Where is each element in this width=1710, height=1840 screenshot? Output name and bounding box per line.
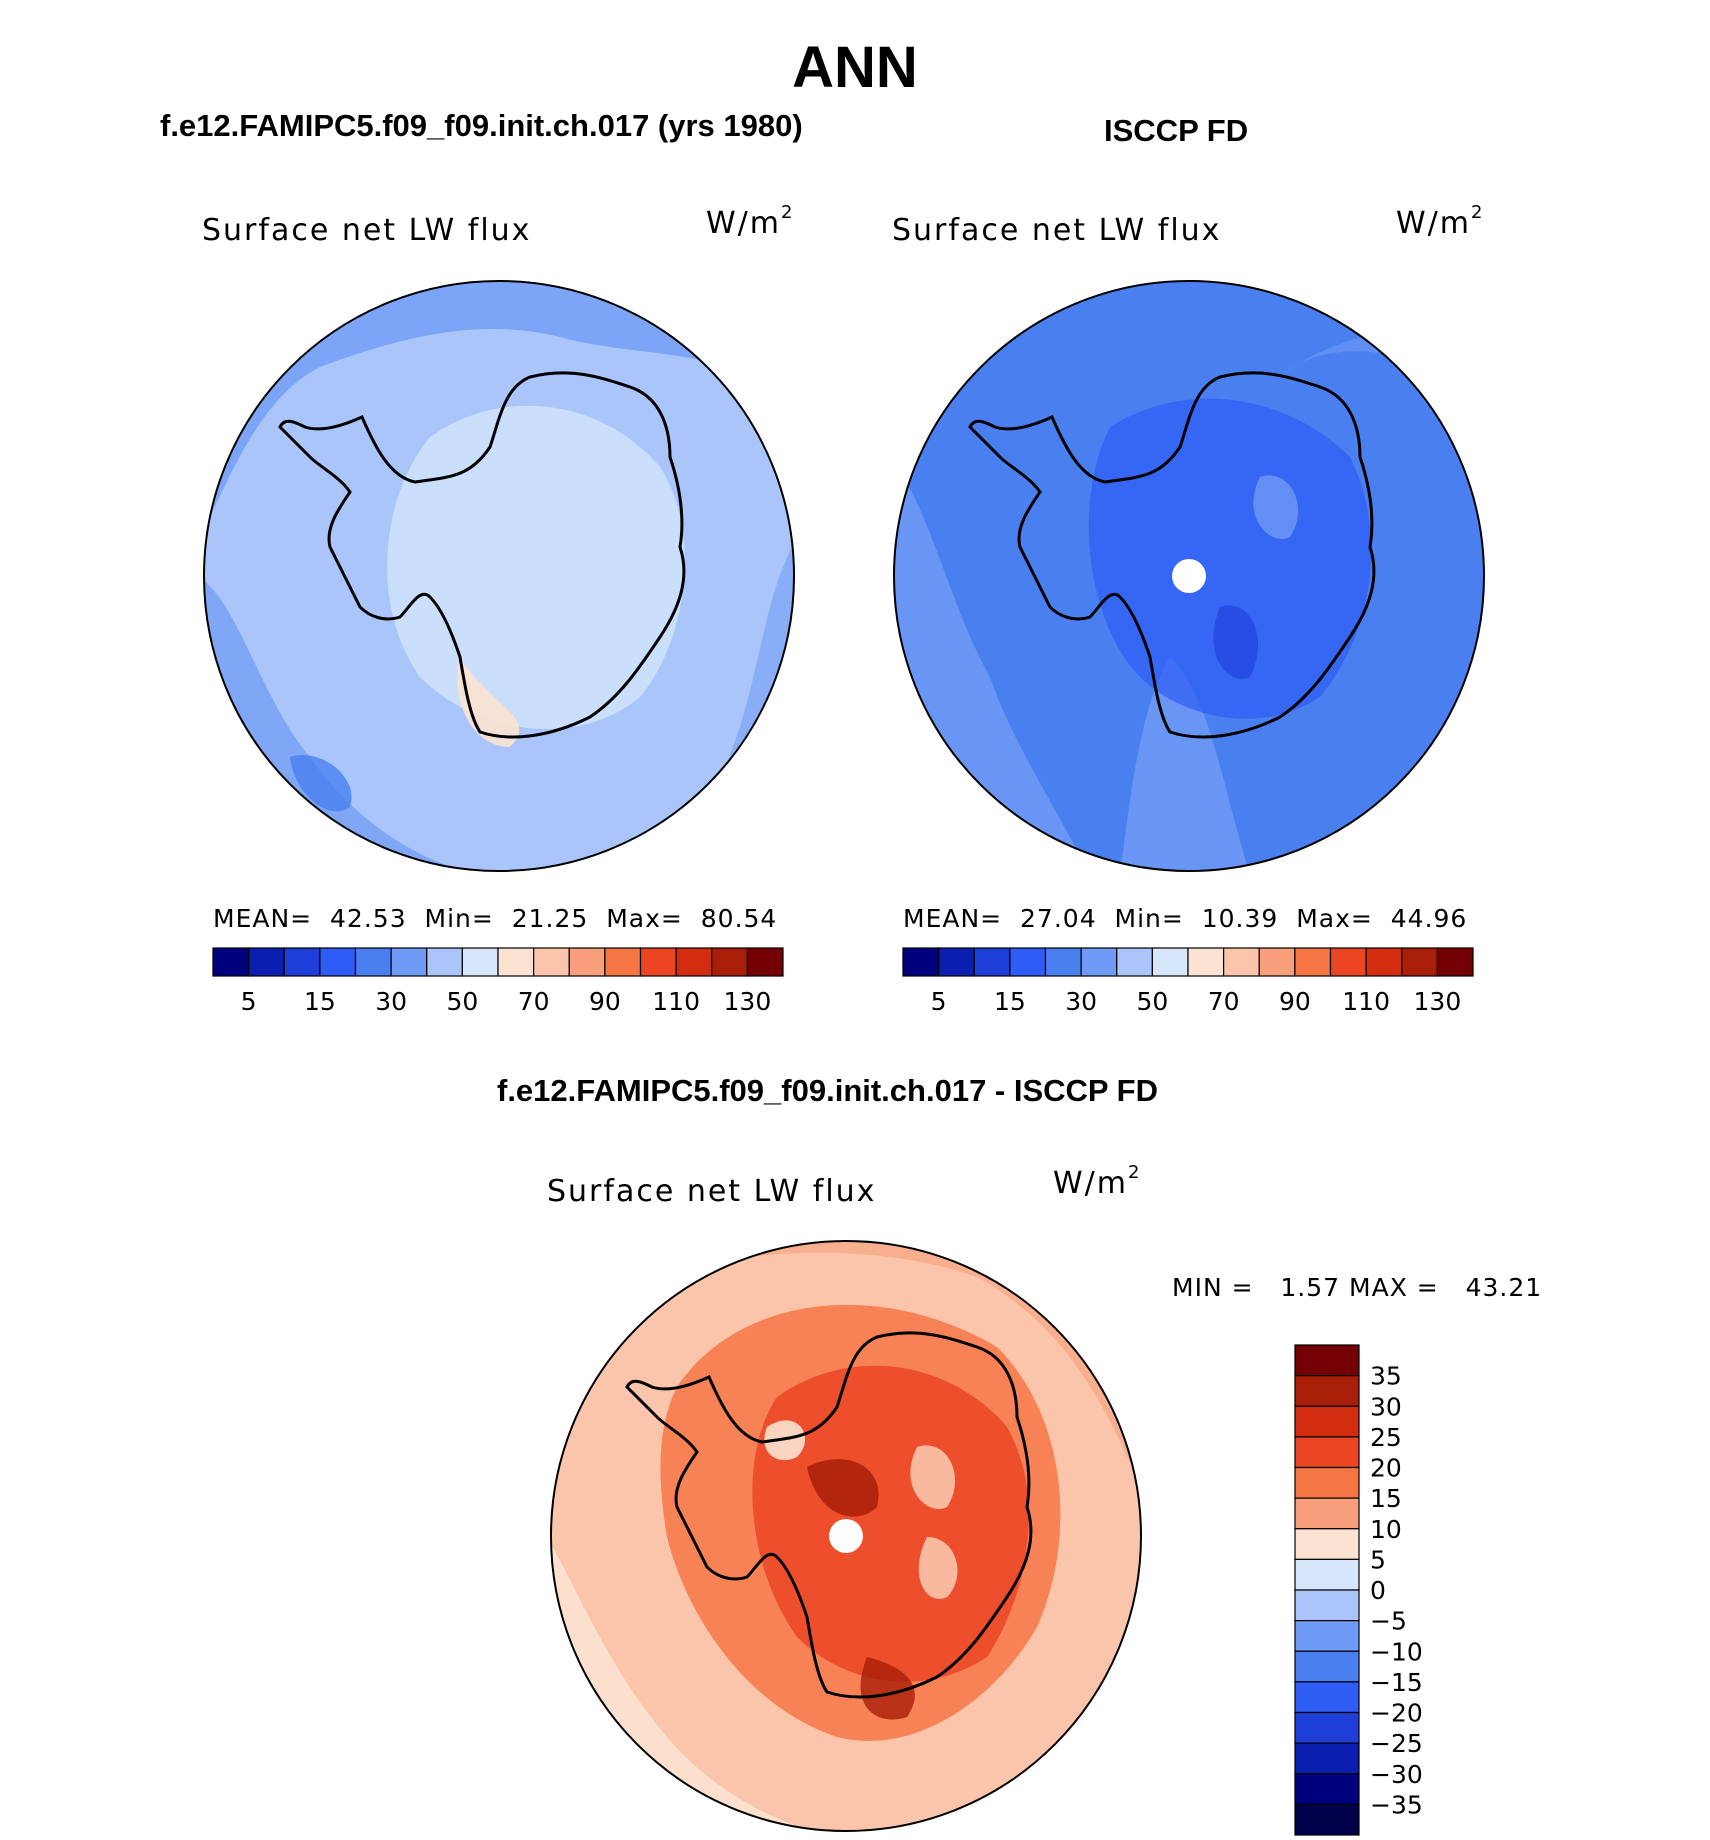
panel2-colorbar-tick-label: 5 bbox=[931, 987, 947, 1016]
panel3-colorbar-swatch bbox=[1294, 1436, 1360, 1469]
panel2-colorbar-tick-label: 30 bbox=[1065, 987, 1097, 1016]
panel2-colorbar-swatch bbox=[938, 947, 975, 977]
panel2-field-label: Surface net LW flux bbox=[892, 213, 1222, 248]
panel2-colorbar-swatch bbox=[1116, 947, 1153, 977]
panel1-colorbar-swatch bbox=[390, 947, 428, 977]
panel1-colorbar-tick-label: 15 bbox=[304, 987, 336, 1016]
panel3-colorbar-swatch bbox=[1294, 1466, 1360, 1499]
panel3-colorbar-tick-label: −35 bbox=[1370, 1790, 1423, 1819]
panel3-case-title: f.e12.FAMIPC5.f09_f09.init.ch.017 - ISCC… bbox=[497, 1073, 1158, 1108]
panel2-colorbar-swatch bbox=[1365, 947, 1403, 977]
panel1-colorbar-swatch bbox=[711, 947, 748, 977]
panel3-colorbar-swatch bbox=[1294, 1681, 1360, 1714]
panel1-colorbar-swatch bbox=[212, 947, 250, 977]
panel3-colorbar-swatch bbox=[1294, 1497, 1360, 1530]
panel3-colorbar-tick-label: −30 bbox=[1370, 1760, 1423, 1789]
panel3-colorbar-tick-label: 20 bbox=[1370, 1454, 1402, 1483]
panel3-colorbar-tick-label: 15 bbox=[1370, 1484, 1402, 1513]
panel3-colorbar-tick-label: −25 bbox=[1370, 1729, 1423, 1758]
panel1-colorbar-swatch bbox=[604, 947, 642, 977]
panel3-colorbar-tick-label: −20 bbox=[1370, 1699, 1423, 1728]
panel2-colorbar-tick-label: 15 bbox=[994, 987, 1026, 1016]
panel3-colorbar-swatch bbox=[1294, 1773, 1360, 1805]
panel3-colorbar-swatch bbox=[1294, 1528, 1360, 1560]
panel2-colorbar-swatch bbox=[1187, 947, 1225, 977]
panel2-colorbar-swatch bbox=[902, 947, 940, 977]
figure-title: ANN bbox=[792, 35, 918, 100]
panel3-polar-map bbox=[550, 1240, 1142, 1832]
panel1-field-label: Surface net LW flux bbox=[202, 213, 532, 248]
panel2-colorbar-swatch bbox=[1223, 947, 1260, 977]
panel3-stats: MIN = 1.57 MAX = 43.21 bbox=[1172, 1273, 1543, 1302]
panel3-colorbar-tick-label: −10 bbox=[1370, 1637, 1423, 1666]
panel2-colorbar-tick-label: 70 bbox=[1208, 987, 1240, 1016]
panel1-colorbar-tick-label: 5 bbox=[241, 987, 257, 1016]
panel2-colorbar-swatch bbox=[1401, 947, 1438, 977]
panel2-case-title: ISCCP FD bbox=[1104, 113, 1249, 148]
panel1-polar-map bbox=[203, 280, 795, 872]
panel1-case-title: f.e12.FAMIPC5.f09_f09.init.ch.017 (yrs 1… bbox=[160, 108, 803, 143]
panel3-colorbar-swatch bbox=[1294, 1711, 1360, 1744]
panel3-colorbar-swatch bbox=[1294, 1344, 1360, 1377]
panel2-colorbar-tick-label: 50 bbox=[1136, 987, 1168, 1016]
panel1-colorbar-swatch bbox=[639, 947, 677, 977]
panel1-colorbar-swatch bbox=[461, 947, 499, 977]
panel1-colorbar-swatch bbox=[533, 947, 570, 977]
panel3-colorbar-tick-label: −5 bbox=[1370, 1607, 1407, 1636]
panel3-colorbar-swatch bbox=[1294, 1803, 1360, 1836]
panel1-colorbar-swatch bbox=[568, 947, 606, 977]
panel2-colorbar-swatch bbox=[973, 947, 1011, 977]
panel2-units: W/m2 bbox=[1396, 202, 1485, 241]
panel3-units: W/m2 bbox=[1053, 1162, 1142, 1201]
panel2-stats: MEAN= 27.04 Min= 10.39 Max= 44.96 bbox=[903, 904, 1468, 933]
panel1-colorbar-tick-label: 50 bbox=[446, 987, 478, 1016]
panel3-colorbar-swatch bbox=[1294, 1375, 1360, 1407]
panel3-colorbar-tick-label: 0 bbox=[1370, 1576, 1386, 1605]
panel1-colorbar-swatch bbox=[426, 947, 463, 977]
panel2-colorbar-swatch bbox=[1329, 947, 1367, 977]
panel3-colorbar-swatch bbox=[1294, 1589, 1360, 1622]
panel2-colorbar-swatch bbox=[1044, 947, 1082, 977]
panel1-colorbar-tick-label: 130 bbox=[724, 987, 772, 1016]
panel3-colorbar-tick-label: 5 bbox=[1370, 1545, 1386, 1574]
panel1-colorbar-swatch bbox=[746, 947, 784, 977]
panel3-colorbar-tick-label: 10 bbox=[1370, 1515, 1402, 1544]
panel3-colorbar-tick-label: 35 bbox=[1370, 1362, 1402, 1391]
panel1-colorbar-tick-label: 90 bbox=[589, 987, 621, 1016]
panel1-colorbar-tick-label: 70 bbox=[518, 987, 550, 1016]
panel1-colorbar-tick-label: 30 bbox=[375, 987, 407, 1016]
panel3-colorbar-swatch bbox=[1294, 1405, 1360, 1438]
panel2-colorbar-swatch bbox=[1009, 947, 1047, 977]
panel2-colorbar-swatch bbox=[1436, 947, 1474, 977]
panel2-colorbar-tick-label: 130 bbox=[1414, 987, 1462, 1016]
panel2-colorbar-swatch bbox=[1080, 947, 1118, 977]
panel3-colorbar-tick-label: 25 bbox=[1370, 1423, 1402, 1452]
panel3-colorbar-swatch bbox=[1294, 1742, 1360, 1775]
panel1-colorbar-swatch bbox=[319, 947, 357, 977]
panel3-colorbar-tick-label: −15 bbox=[1370, 1668, 1423, 1697]
panel2-colorbar-tick-label: 110 bbox=[1342, 987, 1390, 1016]
panel2-colorbar-swatch bbox=[1294, 947, 1332, 977]
panel2-polar-map bbox=[893, 280, 1485, 872]
panel1-colorbar-swatch bbox=[354, 947, 392, 977]
panel3-colorbar-tick-label: 30 bbox=[1370, 1392, 1402, 1421]
panel2-colorbar-tick-label: 90 bbox=[1279, 987, 1311, 1016]
panel1-colorbar-swatch bbox=[675, 947, 713, 977]
panel1-units: W/m2 bbox=[706, 202, 795, 241]
panel1-colorbar-swatch bbox=[497, 947, 535, 977]
panel2-colorbar-swatch bbox=[1258, 947, 1296, 977]
panel1-stats: MEAN= 42.53 Min= 21.25 Max= 80.54 bbox=[213, 904, 778, 933]
panel1-colorbar-swatch bbox=[283, 947, 321, 977]
panel2-colorbar-swatch bbox=[1151, 947, 1189, 977]
panel1-colorbar-tick-label: 110 bbox=[652, 987, 700, 1016]
panel1-colorbar: 5 15 30 50 70 90 110 130 bbox=[212, 947, 784, 1016]
panel2-colorbar: 5 15 30 50 70 90 110 130 bbox=[902, 947, 1474, 1016]
panel3-colorbar-swatch bbox=[1294, 1650, 1360, 1683]
panel3-field-label: Surface net LW flux bbox=[547, 1174, 877, 1209]
panel1-colorbar-swatch bbox=[248, 947, 285, 977]
panel3-colorbar-swatch bbox=[1294, 1620, 1360, 1652]
panel3-colorbar-swatch bbox=[1294, 1558, 1360, 1591]
